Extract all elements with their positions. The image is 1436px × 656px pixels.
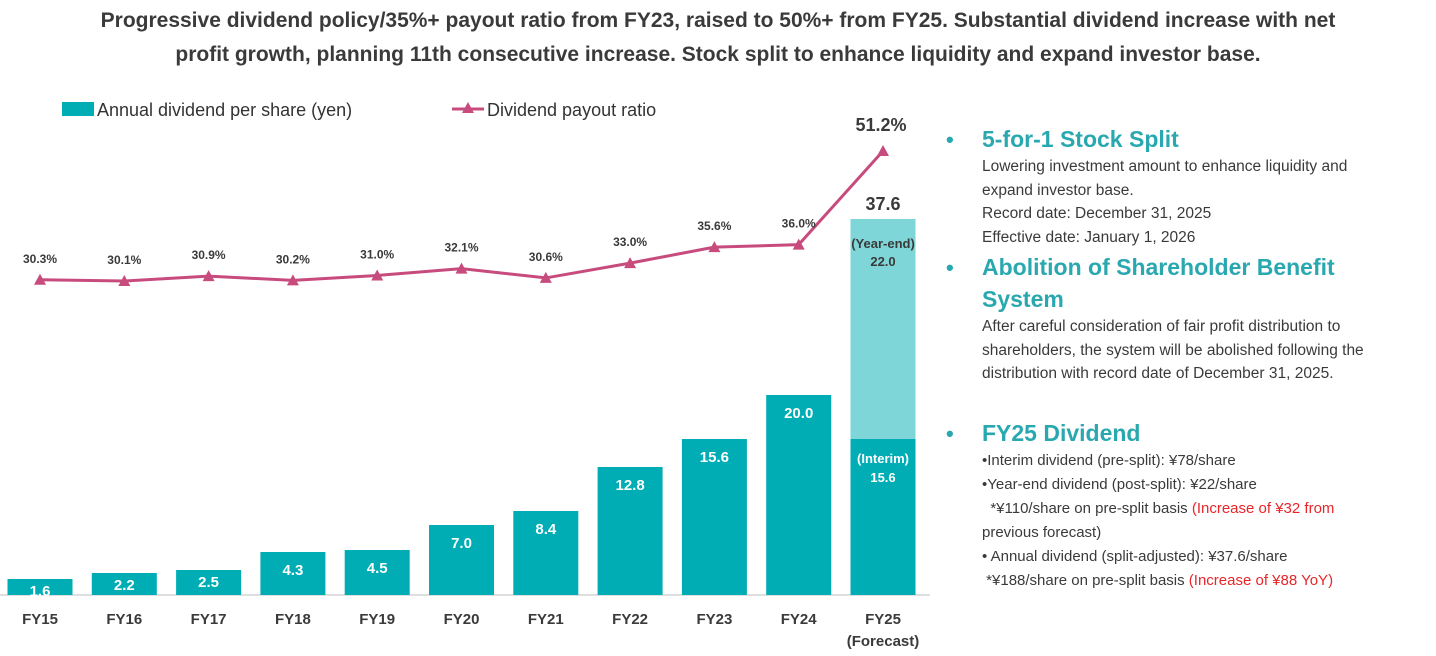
section-title: FY25 Dividend <box>982 420 1141 446</box>
increase-note: (Increase of ¥88 YoY) <box>1188 572 1334 589</box>
payout-marker <box>286 274 299 286</box>
bar-value-label: 1.6 <box>30 583 51 600</box>
payout-label: 33.0% <box>613 235 647 249</box>
section-line: •Interim dividend (pre-split): ¥78/share <box>982 452 1236 469</box>
payout-marker <box>792 238 805 250</box>
bar-fy22 <box>597 467 663 595</box>
x-tick-label: FY25 <box>865 611 901 628</box>
section-line: Record date: December 31, 2025 <box>982 205 1212 222</box>
legend-bar-swatch <box>62 102 94 116</box>
section-line: •Year-end dividend (post-split): ¥22/sha… <box>982 476 1257 493</box>
payout-label: 32.1% <box>444 241 478 255</box>
bar-fy18 <box>260 552 326 595</box>
dividend-chart: Annual dividend per share (yen) Dividend … <box>0 100 930 650</box>
year-end-value: 22.0 <box>870 254 895 269</box>
x-tick-label: FY16 <box>106 611 142 628</box>
legend-triangle-icon <box>462 102 474 113</box>
payout-marker <box>455 262 468 274</box>
section-line-text: *¥188/share on pre-split basis <box>982 572 1189 589</box>
payout-label: 30.1% <box>107 253 141 267</box>
bar-fy25-year-end <box>850 219 916 439</box>
bar-value-label: 4.3 <box>282 562 303 579</box>
x-tick-label: FY15 <box>22 611 58 628</box>
bar-fy21 <box>513 511 579 595</box>
section-title: 5-for-1 Stock Split <box>982 126 1179 152</box>
payout-ratio-line <box>39 149 885 283</box>
interim-label: (Interim) <box>857 451 909 466</box>
payout-label: 30.6% <box>529 250 563 264</box>
payout-label: 35.6% <box>697 219 731 233</box>
legend-label-dividend: Annual dividend per share (yen) <box>97 100 352 120</box>
payout-marker <box>371 269 384 281</box>
payout-marker <box>118 275 131 286</box>
interim-value: 15.6 <box>870 470 895 485</box>
payout-marker <box>708 241 721 253</box>
bar-fy24 <box>766 395 832 595</box>
bar-value-label: 4.5 <box>367 560 388 577</box>
section-line: After careful consideration of fair prof… <box>982 318 1341 335</box>
bar-value-label: 7.0 <box>451 535 472 552</box>
x-tick-label: FY19 <box>359 611 395 628</box>
headline: Progressive dividend policy/35%+ payout … <box>0 4 1436 72</box>
payout-label: 51.2% <box>855 115 906 135</box>
section-line: • Annual dividend (split-adjusted): ¥37.… <box>982 548 1288 565</box>
increase-note: (Increase of ¥32 from <box>1191 500 1335 517</box>
bullet-icon: • <box>946 421 954 446</box>
payout-marker <box>34 273 46 285</box>
payout-label: 31.0% <box>360 247 394 261</box>
x-tick-label: FY20 <box>444 611 480 628</box>
headline-line-2: profit growth, planning 11th consecutive… <box>175 43 1261 66</box>
section-benefit-abolition: • Abolition of Shareholder Benefit Syste… <box>940 251 1432 417</box>
section-line-text: *¥110/share on pre-split basis <box>982 500 1192 517</box>
bar-fy19 <box>344 550 410 595</box>
bar-value-label: 2.5 <box>198 574 219 591</box>
bar-value-label: 8.4 <box>535 521 557 538</box>
payout-marker <box>624 257 637 269</box>
x-tick-label: FY21 <box>528 611 564 628</box>
payout-marker <box>202 270 215 282</box>
section-line: shareholders, the system will be abolish… <box>982 341 1364 359</box>
payout-label: 36.0% <box>782 217 816 231</box>
bar-value-label: 15.6 <box>700 449 729 466</box>
bar-fy20 <box>429 525 494 595</box>
section-line: *¥110/share on pre-split basis (Increase… <box>982 497 1432 521</box>
section-fy25-dividend: • FY25 Dividend •Interim dividend (pre-s… <box>940 417 1432 593</box>
bar-fy23 <box>681 439 747 595</box>
payout-label: 30.2% <box>276 252 310 266</box>
increase-note: previous forecast) <box>982 524 1102 541</box>
x-tick-label: FY17 <box>191 611 227 628</box>
info-panel: • 5-for-1 Stock Split Lowering investmen… <box>940 123 1432 593</box>
headline-line-1: Progressive dividend policy/35%+ payout … <box>100 9 1336 32</box>
bar-value-label: 2.2 <box>114 577 135 594</box>
payout-label: 30.3% <box>23 252 57 266</box>
x-tick-sublabel: (Forecast) <box>847 633 920 650</box>
section-line: distribution with record date of Decembe… <box>982 365 1334 382</box>
payout-marker <box>539 271 552 283</box>
year-end-label: (Year-end) <box>851 236 915 251</box>
bar-value-label: 12.8 <box>615 477 644 494</box>
section-stock-split: • 5-for-1 Stock Split Lowering investmen… <box>940 123 1432 251</box>
bar-fy25-interim <box>850 439 916 595</box>
bar-value-label: 20.0 <box>784 405 813 422</box>
section-title: Abolition of Shareholder Benefit <box>982 254 1335 280</box>
x-tick-label: FY24 <box>781 611 818 628</box>
payout-label: 30.9% <box>192 248 226 262</box>
section-line: *¥188/share on pre-split basis (Increase… <box>982 569 1432 593</box>
bar-total-label: 37.6 <box>865 194 900 214</box>
section-line: expand investor base. <box>982 181 1134 199</box>
bar-fy16 <box>91 573 157 595</box>
legend-label-payout: Dividend payout ratio <box>487 100 656 120</box>
bar-fy15 <box>7 579 73 595</box>
bullet-icon: • <box>946 255 954 280</box>
bullet-icon: • <box>946 127 954 152</box>
x-tick-label: FY23 <box>696 611 732 628</box>
x-tick-label: FY22 <box>612 611 648 628</box>
section-title: System <box>982 286 1064 312</box>
x-tick-label: FY18 <box>275 611 311 628</box>
payout-marker <box>877 145 889 156</box>
section-line: Effective date: January 1, 2026 <box>982 228 1196 246</box>
section-line: Lowering investment amount to enhance li… <box>982 158 1348 175</box>
bar-fy17 <box>176 570 242 595</box>
